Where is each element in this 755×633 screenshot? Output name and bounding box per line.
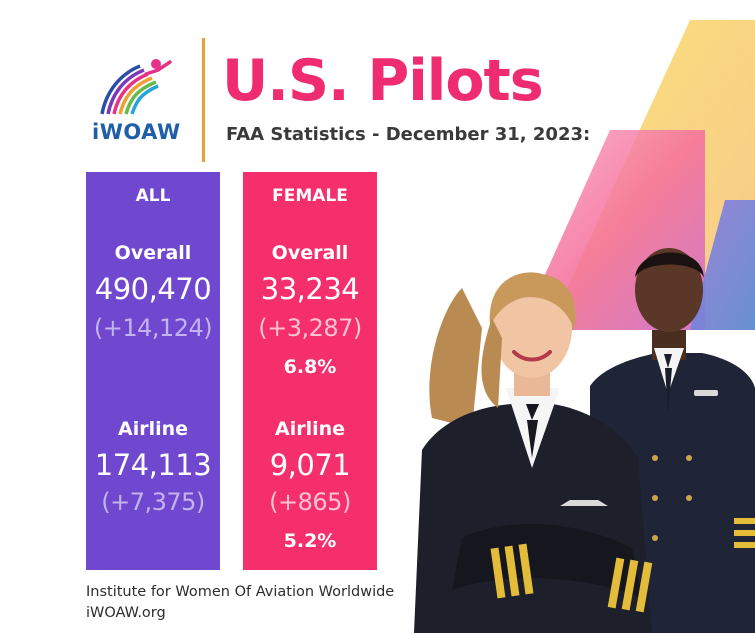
female-airline-value: 9,071 [269, 448, 351, 482]
female-pilots-panel: FEMALE Overall 33,234 (+3,287) 6.8% Airl… [243, 172, 377, 570]
pilots-photo [414, 248, 755, 633]
purple-stripe [690, 200, 755, 330]
female-panel-header: FEMALE [272, 186, 348, 206]
all-panel-header: ALL [135, 186, 171, 206]
footer-website-link[interactable]: iWOAW.org [86, 605, 166, 621]
all-airline-change: (+7,375) [101, 488, 205, 516]
logo-text: iWOAW [92, 120, 181, 144]
female-overall-change: (+3,287) [258, 314, 362, 342]
female-overall-percent: 6.8% [283, 356, 337, 378]
female-overall-label: Overall [271, 242, 349, 264]
iwoaw-logo[interactable]: iWOAW [92, 56, 180, 148]
page-subtitle: FAA Statistics - December 31, 2023: [226, 124, 591, 145]
all-pilots-panel: ALL Overall 490,470 (+14,124) Airline 17… [86, 172, 220, 570]
all-airline-label: Airline [117, 418, 189, 440]
all-overall-value: 490,470 [94, 272, 212, 306]
page-title: U.S. Pilots [222, 48, 544, 114]
header-divider [202, 38, 205, 162]
female-pilot-figure [414, 272, 653, 633]
iwoaw-logo-icon [100, 59, 172, 115]
female-airline-label: Airline [274, 418, 346, 440]
footer: Institute for Women Of Aviation Worldwid… [86, 582, 394, 624]
all-airline-value: 174,113 [94, 448, 212, 482]
footer-organization: Institute for Women Of Aviation Worldwid… [86, 584, 395, 600]
female-overall-value: 33,234 [260, 272, 360, 306]
all-overall-label: Overall [114, 242, 192, 264]
female-airline-change: (+865) [269, 488, 351, 516]
all-overall-change: (+14,124) [93, 314, 213, 342]
female-airline-percent: 5.2% [283, 530, 337, 552]
